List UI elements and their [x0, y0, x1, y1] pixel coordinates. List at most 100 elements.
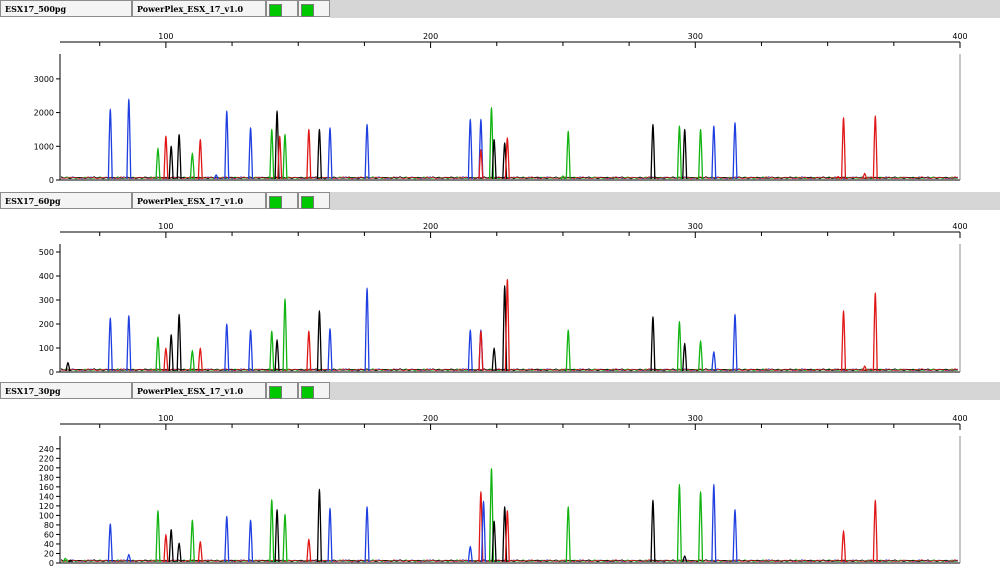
red-peak	[277, 135, 283, 180]
y-tick-label: 0	[49, 368, 54, 377]
blue-peak	[248, 329, 254, 372]
green-peak	[676, 320, 682, 372]
swatch-cell-1[interactable]	[266, 192, 298, 209]
red-peak	[840, 310, 847, 372]
y-tick-label: 400	[39, 272, 54, 281]
panel-header-1: ESX17_500pg PowerPlex_ESX_17_v1.0	[0, 0, 1000, 18]
red-peak	[306, 128, 312, 180]
green-peak	[488, 106, 495, 180]
blue-peak	[711, 350, 717, 372]
red-peak	[163, 533, 169, 563]
green-peak	[189, 349, 195, 372]
red-peak	[840, 529, 847, 563]
red-peak	[862, 365, 868, 372]
x-tick-label: 400	[952, 32, 967, 41]
y-tick-label: 20	[44, 549, 54, 558]
sample-name-cell[interactable]: ESX17_30pg	[0, 382, 132, 399]
black-peak	[168, 529, 174, 563]
y-tick-label: 140	[39, 492, 54, 501]
black-peak	[650, 123, 656, 180]
red-peak	[862, 172, 868, 180]
blue-peak	[732, 313, 738, 372]
red-peak	[306, 538, 312, 563]
swatch-cell-2[interactable]	[298, 382, 330, 399]
x-tick-label: 300	[688, 414, 703, 423]
black-peak	[491, 347, 497, 372]
y-tick-label: 200	[39, 464, 54, 473]
y-tick-label: 60	[44, 530, 54, 539]
sample-name: ESX17_30pg	[5, 386, 61, 396]
x-tick-label: 200	[423, 32, 438, 41]
red-peak	[478, 330, 484, 372]
red-peak	[872, 499, 878, 563]
red-peak	[306, 330, 312, 372]
x-tick-label: 300	[688, 222, 703, 231]
swatch-cell-2[interactable]	[298, 192, 330, 209]
swatch-cell-2[interactable]	[298, 0, 330, 17]
blue-peak	[467, 329, 473, 372]
panel-name-cell[interactable]: PowerPlex_ESX_17_v1.0	[132, 382, 266, 399]
green-peak	[698, 340, 704, 372]
blue-peak	[732, 509, 738, 563]
blue-peak	[126, 98, 132, 180]
x-tick-label: 100	[158, 414, 173, 423]
green-peak	[282, 298, 288, 372]
green-peak	[282, 133, 288, 180]
red-peak	[163, 347, 169, 372]
black-peak	[274, 338, 280, 372]
x-tick-label: 200	[423, 414, 438, 423]
blue-peak	[467, 118, 473, 180]
red-peak	[197, 138, 203, 180]
blue-peak	[327, 328, 333, 372]
green-peak	[560, 175, 566, 180]
blue-peak	[467, 545, 473, 563]
swatch-cell-1[interactable]	[266, 0, 298, 17]
blue-peak	[248, 519, 254, 563]
electropherogram-plot-2: 100 200 300 400 0 100 200 300 400 500	[39, 222, 968, 377]
red-peak	[197, 540, 203, 563]
x-tick-label: 100	[158, 222, 173, 231]
panel-name-cell[interactable]: PowerPlex_ESX_17_v1.0	[132, 192, 266, 209]
electropherogram-plot-3: 100 200 300 4000204060801001201401601802002…	[39, 414, 968, 568]
blue-peak	[213, 174, 219, 180]
green-peak	[189, 152, 195, 180]
y-tick-label: 200	[39, 320, 54, 329]
swatch-cell-1[interactable]	[266, 382, 298, 399]
electropherogram-plot-1: 100 200 300 400 0 1000 2000 3000	[34, 32, 968, 185]
sample-name-cell[interactable]: ESX17_60pg	[0, 192, 132, 209]
panel-header-2: ESX17_60pg PowerPlex_ESX_17_v1.0	[0, 192, 1000, 210]
sample-name-cell[interactable]: ESX17_500pg	[0, 0, 132, 17]
y-tick-label: 500	[39, 248, 54, 257]
electropherogram-panel-3: ESX17_30pg PowerPlex_ESX_17_v1.0 100 200 3…	[0, 382, 1000, 575]
y-tick-label: 1000	[34, 142, 54, 151]
black-peak	[682, 342, 688, 372]
y-tick-label: 160	[39, 483, 54, 492]
blue-peak	[711, 125, 717, 180]
green-peak	[155, 509, 161, 563]
header-background	[330, 0, 1000, 18]
blue-peak	[364, 123, 370, 180]
dye-swatch	[301, 386, 314, 399]
x-tick-label: 400	[952, 414, 967, 423]
blue-peak	[327, 127, 333, 180]
x-tick-label: 100	[158, 32, 173, 41]
header-background	[330, 192, 1000, 210]
black-peak	[176, 542, 182, 563]
blue-peak	[107, 108, 113, 180]
panel-name: PowerPlex_ESX_17_v1.0	[137, 196, 244, 206]
green-peak	[698, 128, 704, 180]
red-peak	[504, 278, 510, 372]
dye-swatch	[269, 4, 282, 17]
y-tick-label: 3000	[34, 75, 54, 84]
black-peak	[316, 310, 322, 372]
x-tick-label: 400	[952, 222, 967, 231]
sample-name: ESX17_500pg	[5, 4, 67, 14]
sample-name: ESX17_60pg	[5, 196, 61, 206]
green-peak	[488, 468, 495, 563]
panel-name-cell[interactable]: PowerPlex_ESX_17_v1.0	[132, 0, 266, 17]
green-peak	[698, 490, 704, 563]
y-tick-label: 80	[44, 521, 54, 530]
green-peak	[155, 336, 161, 372]
black-peak	[65, 361, 71, 372]
dye-swatch	[301, 4, 314, 17]
